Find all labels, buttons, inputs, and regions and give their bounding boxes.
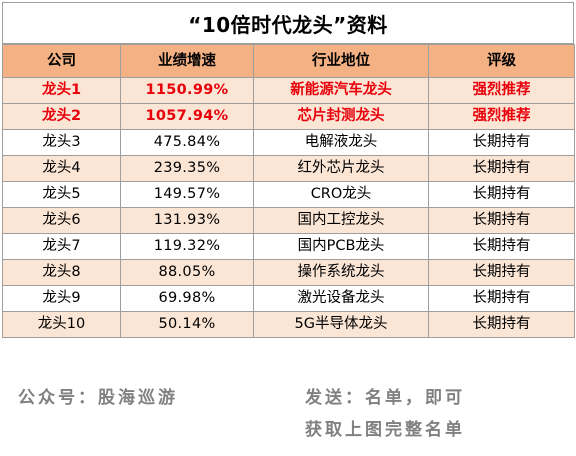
growth-cell: 475.84% — [120, 129, 254, 156]
growth-cell: 1150.99% — [120, 77, 254, 104]
company-cell: 龙头7 — [2, 233, 121, 260]
position-cell: 激光设备龙头 — [253, 285, 429, 312]
growth-cell: 88.05% — [120, 259, 254, 286]
table-row: 龙头7 119.32% 国内PCB龙头 长期持有 — [2, 233, 575, 260]
position-cell: 国内工控龙头 — [253, 207, 429, 234]
table-row: 龙头8 88.05% 操作系统龙头 长期持有 — [2, 259, 575, 286]
table-row: 龙头4 239.35% 红外芯片龙头 长期持有 — [2, 155, 575, 182]
wechat-account-text: 公众号：股海巡游 — [18, 388, 178, 408]
position-cell: 新能源汽车龙头 — [253, 77, 429, 104]
position-cell: 电解液龙头 — [253, 129, 429, 156]
position-cell: 红外芯片龙头 — [253, 155, 429, 182]
company-cell: 龙头4 — [2, 155, 121, 182]
table-row: 龙头10 50.14% 5G半导体龙头 长期持有 — [2, 311, 575, 338]
footer-note: 公众号：股海巡游 发送：名单，即可 获取上图完整名单 — [0, 380, 576, 456]
growth-cell: 149.57% — [120, 181, 254, 208]
company-cell: 龙头1 — [2, 77, 121, 104]
company-cell: 龙头2 — [2, 103, 121, 130]
header-row: 公司 业绩增速 行业地位 评级 — [2, 44, 575, 78]
rating-cell: 长期持有 — [428, 129, 575, 156]
company-cell: 龙头9 — [2, 285, 121, 312]
table-row: 龙头9 69.98% 激光设备龙头 长期持有 — [2, 285, 575, 312]
rating-cell: 长期持有 — [428, 259, 575, 286]
growth-cell: 69.98% — [120, 285, 254, 312]
table-row: 龙头5 149.57% CRO龙头 长期持有 — [2, 181, 575, 208]
growth-cell: 50.14% — [120, 311, 254, 338]
table-row: 龙头2 1057.94% 芯片封测龙头 强烈推荐 — [2, 103, 575, 130]
rating-cell: 长期持有 — [428, 207, 575, 234]
company-cell: 龙头6 — [2, 207, 121, 234]
get-list-text: 获取上图完整名单 — [305, 420, 465, 440]
company-cell: 龙头10 — [2, 311, 121, 338]
table-row: 龙头6 131.93% 国内工控龙头 长期持有 — [2, 207, 575, 234]
growth-cell: 119.32% — [120, 233, 254, 260]
table-row: 龙头1 1150.99% 新能源汽车龙头 强烈推荐 — [2, 77, 575, 104]
rating-cell: 强烈推荐 — [428, 77, 575, 104]
rating-cell: 长期持有 — [428, 155, 575, 182]
rating-cell: 长期持有 — [428, 311, 575, 338]
growth-cell: 239.35% — [120, 155, 254, 182]
position-cell: 5G半导体龙头 — [253, 311, 429, 338]
header-position: 行业地位 — [253, 44, 429, 78]
rating-cell: 长期持有 — [428, 181, 575, 208]
position-cell: 操作系统龙头 — [253, 259, 429, 286]
position-cell: CRO龙头 — [253, 181, 429, 208]
position-cell: 芯片封测龙头 — [253, 103, 429, 130]
table-row: 龙头3 475.84% 电解液龙头 长期持有 — [2, 129, 575, 156]
rating-cell: 强烈推荐 — [428, 103, 575, 130]
leader-table: 公司 业绩增速 行业地位 评级 龙头1 1150.99% 新能源汽车龙头 强烈推… — [2, 44, 575, 338]
header-company: 公司 — [2, 44, 121, 78]
growth-cell: 131.93% — [120, 207, 254, 234]
company-cell: 龙头5 — [2, 181, 121, 208]
sheet-title: “10倍时代龙头”资料 — [2, 2, 574, 44]
company-cell: 龙头3 — [2, 129, 121, 156]
header-growth: 业绩增速 — [120, 44, 254, 78]
rating-cell: 长期持有 — [428, 233, 575, 260]
company-cell: 龙头8 — [2, 259, 121, 286]
rating-cell: 长期持有 — [428, 285, 575, 312]
position-cell: 国内PCB龙头 — [253, 233, 429, 260]
header-rating: 评级 — [428, 44, 575, 78]
send-instruction-text: 发送：名单，即可 — [305, 388, 465, 408]
growth-cell: 1057.94% — [120, 103, 254, 130]
